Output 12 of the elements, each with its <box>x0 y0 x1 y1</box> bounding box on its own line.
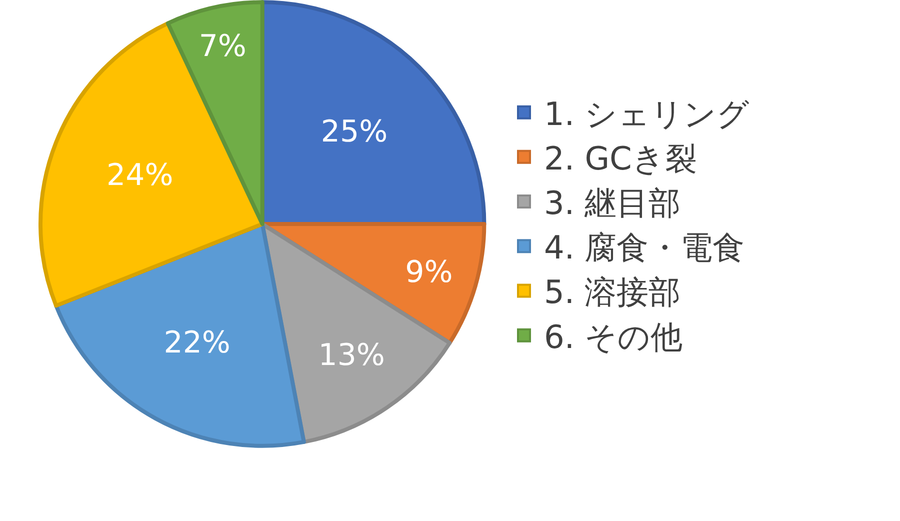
legend-label: 3. 継目部 <box>544 184 681 222</box>
legend-label: 2. GCき裂 <box>544 139 697 178</box>
data-label: 9% <box>405 254 453 290</box>
data-label: 7% <box>198 28 246 64</box>
data-label: 13% <box>318 338 385 373</box>
legend-label: 4. 腐食・電食 <box>544 228 745 267</box>
legend-label: 1. シェリング <box>544 94 750 133</box>
legend-label: 5. 溶接部 <box>544 273 681 312</box>
data-label: 22% <box>164 325 230 360</box>
data-label: 24% <box>106 158 174 194</box>
data-label: 25% <box>320 114 388 150</box>
legend-label: 6. その他 <box>544 318 683 356</box>
